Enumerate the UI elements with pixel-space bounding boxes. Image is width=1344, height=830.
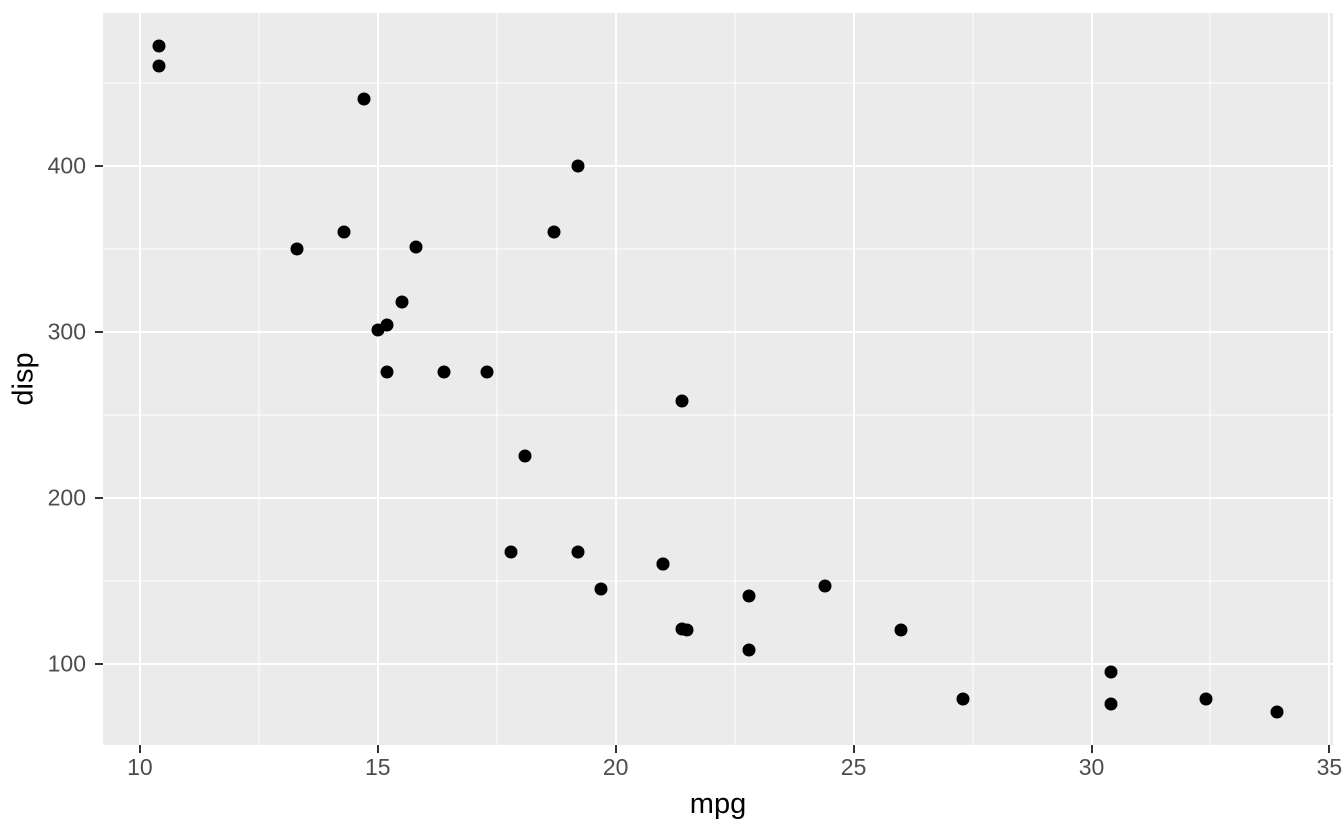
data-point xyxy=(380,365,394,379)
y-minor-gridline xyxy=(103,248,1333,250)
data-point xyxy=(504,545,518,559)
data-point xyxy=(742,643,756,657)
y-tick-mark xyxy=(95,496,103,499)
y-tick-label: 100 xyxy=(47,650,86,677)
x-tick-mark xyxy=(1328,745,1331,753)
x-tick-label: 30 xyxy=(1078,754,1105,780)
data-point xyxy=(371,323,385,337)
x-tick-label: 20 xyxy=(602,754,629,780)
x-tick-label: 35 xyxy=(1316,754,1343,780)
data-point xyxy=(675,394,689,408)
data-point xyxy=(1104,697,1118,711)
plot-panel xyxy=(103,13,1333,745)
y-minor-gridline xyxy=(103,414,1333,416)
data-point xyxy=(956,692,970,706)
data-point xyxy=(357,92,370,106)
y-tick-mark xyxy=(95,330,103,333)
y-tick-mark xyxy=(95,164,103,167)
y-tick-mark xyxy=(95,662,103,665)
x-tick-label: 10 xyxy=(127,754,153,780)
x-major-gridline xyxy=(1328,13,1331,745)
y-axis-title: disp xyxy=(7,352,40,406)
y-tick-label: 200 xyxy=(47,484,86,511)
x-minor-gridline xyxy=(258,13,260,745)
data-point xyxy=(480,365,494,379)
x-minor-gridline xyxy=(1209,13,1211,745)
data-point xyxy=(409,240,423,254)
x-major-gridline xyxy=(138,13,141,745)
x-minor-gridline xyxy=(496,13,498,745)
data-point xyxy=(894,623,908,637)
data-point xyxy=(818,579,832,593)
data-point xyxy=(742,589,756,603)
data-point xyxy=(1270,705,1284,719)
data-point xyxy=(571,545,585,559)
x-tick-label: 15 xyxy=(364,754,391,780)
y-minor-gridline xyxy=(103,580,1333,582)
y-tick-label: 300 xyxy=(47,318,86,345)
data-point xyxy=(437,365,451,379)
data-point xyxy=(290,242,304,256)
y-major-gridline xyxy=(103,496,1333,499)
data-point xyxy=(675,622,689,636)
x-tick-mark xyxy=(1090,745,1093,753)
data-point xyxy=(152,39,166,53)
x-tick-mark xyxy=(138,745,141,753)
data-point xyxy=(518,449,532,463)
x-tick-mark xyxy=(376,745,379,753)
data-point xyxy=(337,225,351,239)
x-major-gridline xyxy=(376,13,379,745)
data-point xyxy=(152,59,166,73)
x-axis-title: mpg xyxy=(689,788,747,820)
x-major-gridline xyxy=(852,13,855,745)
x-major-gridline xyxy=(614,13,617,745)
x-tick-mark xyxy=(614,745,617,753)
y-major-gridline xyxy=(103,662,1333,665)
data-point xyxy=(395,295,409,309)
y-tick-label: 400 xyxy=(47,152,86,179)
x-minor-gridline xyxy=(972,13,974,745)
x-minor-gridline xyxy=(734,13,736,745)
x-tick-label: 25 xyxy=(840,754,867,780)
data-point xyxy=(1199,692,1213,706)
x-tick-mark xyxy=(852,745,855,753)
x-major-gridline xyxy=(1090,13,1093,745)
data-point xyxy=(547,225,561,239)
y-major-gridline xyxy=(103,330,1333,333)
data-point xyxy=(1104,665,1118,679)
y-major-gridline xyxy=(103,164,1333,167)
data-point xyxy=(656,557,670,571)
data-point xyxy=(594,582,608,596)
y-minor-gridline xyxy=(103,82,1333,84)
data-point xyxy=(571,159,585,173)
